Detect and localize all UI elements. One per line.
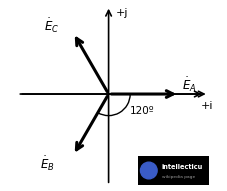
Text: +i: +i (200, 101, 213, 111)
Text: $\dot{E}_C$: $\dot{E}_C$ (44, 17, 59, 35)
Circle shape (141, 162, 157, 179)
Text: $\dot{E}_A$: $\dot{E}_A$ (182, 75, 196, 94)
Text: +j: +j (116, 8, 128, 18)
Bar (138, 156, 209, 185)
Text: wikipedia page: wikipedia page (162, 175, 195, 179)
Text: $\dot{E}_B$: $\dot{E}_B$ (40, 155, 55, 173)
Text: intellecticu: intellecticu (162, 163, 203, 170)
Text: 120º: 120º (130, 106, 155, 116)
